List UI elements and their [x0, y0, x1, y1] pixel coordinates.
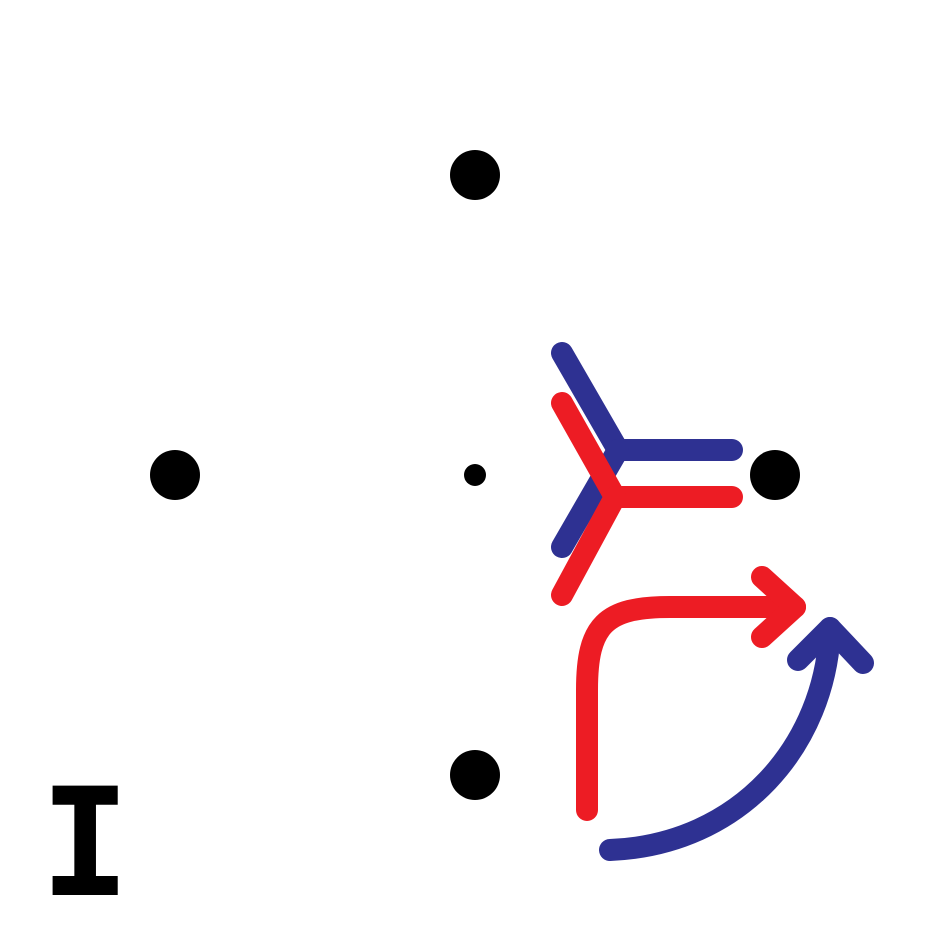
top-dot: [450, 150, 500, 200]
blue-curved-arrow-icon: [599, 617, 874, 861]
left-dot: [150, 450, 200, 500]
red-curved-arrow-icon: [576, 566, 806, 821]
bottom-dot: [450, 750, 500, 800]
right-dot: [750, 450, 800, 500]
lattice-points: [150, 150, 800, 800]
red-trivalent-vertex-icon: [551, 392, 743, 606]
center-dot: [464, 464, 486, 486]
panel-label: I: [40, 757, 130, 931]
